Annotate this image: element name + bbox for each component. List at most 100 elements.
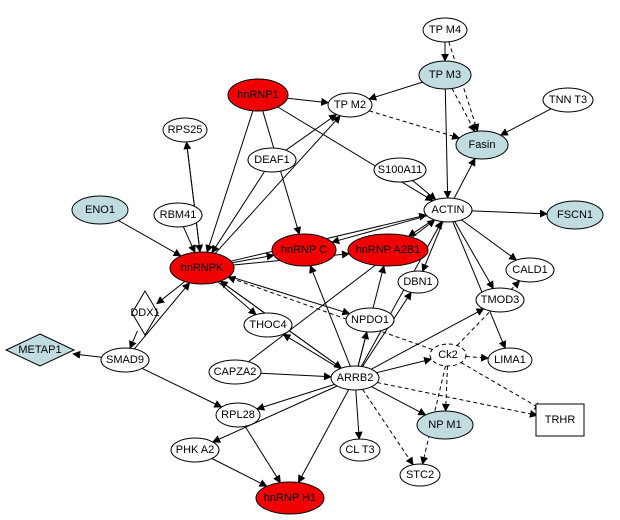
node-label-hnRNPK: hnRNPK bbox=[181, 262, 224, 274]
edge-ARRB2-Ck2 bbox=[377, 359, 432, 373]
node-TRHR: TRHR bbox=[536, 404, 584, 436]
node-NPDO1: NPDO1 bbox=[346, 308, 394, 332]
node-hnRNP1: hnRNP1 bbox=[228, 79, 288, 111]
edge-hnRNPK-TPM2 bbox=[215, 116, 340, 254]
edge-PHKA2-hnRNPH1 bbox=[212, 459, 267, 487]
edge-SMAD9-METAP1 bbox=[73, 354, 102, 357]
node-label-THOC4: THOC4 bbox=[249, 319, 286, 331]
edge-Ck2-LIMA1 bbox=[466, 356, 488, 358]
edge-ACTIN-FSCN1 bbox=[472, 211, 547, 214]
node-TMOD3: TMOD3 bbox=[476, 288, 524, 312]
edge-hnRNPK-RPS25 bbox=[187, 142, 201, 252]
node-TPM4: TP M4 bbox=[423, 18, 467, 42]
edge-hnRNPK-DDX1 bbox=[157, 282, 185, 304]
edge-hnRNP1-TPM2 bbox=[287, 98, 328, 103]
node-Ck2: Ck2 bbox=[430, 344, 466, 366]
edge-ARRB2-THOC4 bbox=[283, 334, 340, 368]
node-label-TPM3: TP M3 bbox=[429, 69, 461, 81]
network-graph: TP M4 TP M3 TNN T3 hnRNP1 TP M2 RPS25 Fasin DEA… bbox=[0, 0, 620, 520]
node-hnRNPK: hnRNPK bbox=[170, 252, 234, 284]
edge-hnRNPK-NPDO1 bbox=[229, 276, 349, 313]
edge-ARRB2-RPL28 bbox=[257, 384, 335, 409]
edge-DDX1-SMAD9 bbox=[130, 331, 137, 348]
edge-hnRNPK-THOC4 bbox=[218, 282, 256, 315]
edge-TNNT3-Fasin bbox=[501, 109, 551, 135]
node-DEAF1: DEAF1 bbox=[248, 148, 296, 172]
edge-ACTIN-Fasin bbox=[454, 159, 475, 199]
node-ACTIN: ACTIN bbox=[424, 198, 472, 222]
node-label-CAPZA2: CAPZA2 bbox=[214, 366, 257, 378]
node-THOC4: THOC4 bbox=[244, 313, 292, 337]
node-label-DDX1: DDX1 bbox=[130, 307, 159, 319]
node-label-TMOD3: TMOD3 bbox=[481, 294, 520, 306]
node-label-hnRNPC: hnRNP C bbox=[281, 244, 327, 256]
node-label-STC2: STC2 bbox=[406, 469, 434, 481]
node-label-Fasin: Fasin bbox=[469, 139, 496, 151]
node-label-FSCN1: FSCN1 bbox=[557, 209, 593, 221]
node-hnRNPH1: hnRNP H1 bbox=[256, 482, 324, 514]
edge-ARRB2-CLT3 bbox=[356, 390, 359, 439]
edge-TPM3-TPM2 bbox=[369, 82, 423, 99]
node-TPM3: TP M3 bbox=[419, 61, 471, 89]
nodes-layer: TP M4 TP M3 TNN T3 hnRNP1 TP M2 RPS25 Fasin DEA… bbox=[6, 18, 603, 514]
node-RPS25: RPS25 bbox=[163, 118, 207, 142]
node-hnRNPC: hnRNP C bbox=[272, 234, 336, 266]
node-STC2: STC2 bbox=[400, 464, 440, 486]
node-CAPZA2: CAPZA2 bbox=[209, 360, 261, 384]
node-Fasin: Fasin bbox=[456, 131, 508, 159]
node-label-DEAF1: DEAF1 bbox=[254, 154, 289, 166]
edge-ARRB2-NPM1 bbox=[372, 387, 426, 415]
node-label-hnRNPH1: hnRNP H1 bbox=[264, 492, 316, 504]
node-label-hnRNPA2B1: hnRNP A2B1 bbox=[356, 244, 421, 256]
node-DBN1: DBN1 bbox=[398, 271, 438, 293]
node-ARRB2: ARRB2 bbox=[331, 366, 379, 390]
edge-ACTIN-CALD1 bbox=[462, 220, 517, 260]
edge-TPM3-Fasin bbox=[452, 89, 475, 132]
edge-ACTIN-TMOD3 bbox=[455, 222, 494, 289]
node-label-hnRNP1: hnRNP1 bbox=[237, 89, 279, 101]
node-ENO1: ENO1 bbox=[72, 196, 128, 224]
node-label-RBM41: RBM41 bbox=[160, 209, 197, 221]
node-label-S100A11: S100A11 bbox=[378, 164, 422, 176]
node-DDX1: DDX1 bbox=[130, 291, 159, 335]
edge-hnRNP1-hnRNPK bbox=[207, 111, 253, 252]
edge-ARRB2-TRHR bbox=[377, 383, 537, 416]
node-label-ACTIN: ACTIN bbox=[432, 204, 465, 216]
edge-RBM41-hnRNPK bbox=[183, 227, 195, 253]
edge-hnRNP1-ACTIN bbox=[278, 107, 433, 201]
node-label-METAP1: METAP1 bbox=[18, 344, 61, 356]
node-label-ARRB2: ARRB2 bbox=[337, 372, 374, 384]
node-label-RPS25: RPS25 bbox=[168, 124, 203, 136]
edge-ACTIN-LIMA1 bbox=[453, 222, 505, 348]
node-label-DBN1: DBN1 bbox=[403, 276, 432, 288]
node-CLT3: CL T3 bbox=[340, 439, 380, 461]
node-NPM1: NP M1 bbox=[417, 411, 473, 439]
node-label-LIMA1: LIMA1 bbox=[494, 354, 526, 366]
edge-TPM3-ACTIN bbox=[445, 89, 447, 198]
edge-ARRB2-hnRNPH1 bbox=[298, 390, 348, 483]
node-SMAD9: SMAD9 bbox=[101, 348, 149, 372]
node-label-NPM1: NP M1 bbox=[428, 419, 461, 431]
edge-RPL28-hnRNPH1 bbox=[245, 426, 280, 482]
node-S100A11: S100A11 bbox=[374, 158, 426, 182]
edge-DEAF1-TPM2 bbox=[286, 115, 337, 151]
edge-Ck2-NPM1 bbox=[446, 366, 448, 411]
edge-ARRB2-hnRNPC bbox=[310, 266, 350, 367]
node-label-PHKA2: PHK A2 bbox=[176, 444, 215, 456]
edge-ARRB2-NPDO1 bbox=[358, 332, 367, 366]
node-label-NPDO1: NPDO1 bbox=[351, 314, 389, 326]
node-label-TRHR: TRHR bbox=[545, 414, 576, 426]
node-CALD1: CALD1 bbox=[506, 258, 554, 282]
node-PHKA2: PHK A2 bbox=[171, 438, 219, 462]
node-label-TNNT3: TNN T3 bbox=[549, 94, 587, 106]
node-TNNT3: TNN T3 bbox=[543, 88, 593, 112]
node-label-TPM4: TP M4 bbox=[429, 24, 461, 36]
node-label-RPL28: RPL28 bbox=[221, 409, 255, 421]
node-label-SMAD9: SMAD9 bbox=[106, 354, 144, 366]
edge-hnRNP1-hnRNPC bbox=[263, 111, 300, 234]
node-hnRNPA2B1: hnRNP A2B1 bbox=[348, 234, 428, 266]
node-label-TPM2: TP M2 bbox=[334, 99, 366, 111]
node-METAP1: METAP1 bbox=[6, 334, 74, 366]
node-label-CALD1: CALD1 bbox=[512, 264, 547, 276]
node-LIMA1: LIMA1 bbox=[488, 348, 532, 372]
